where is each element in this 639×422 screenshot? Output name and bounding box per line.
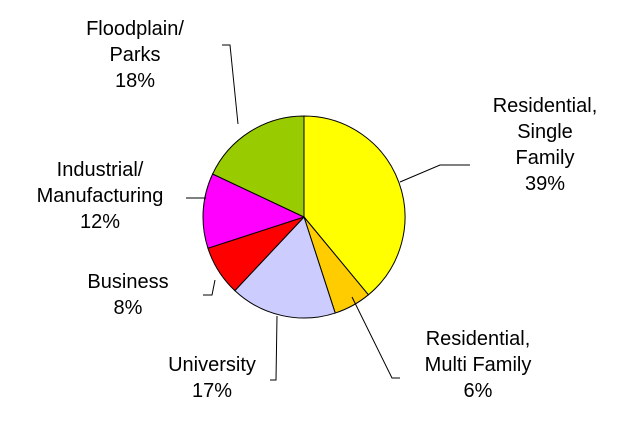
pie-slice [234, 216, 336, 319]
category-label: Industrial/ Manufacturing [36, 159, 164, 207]
pie-slice [202, 173, 306, 249]
value-label: 39% [524, 173, 566, 195]
slices [202, 115, 406, 319]
category-label: Floodplain/ Parks [86, 18, 184, 66]
slice-label: Floodplain/ Parks 18% [86, 16, 184, 94]
slice-label: Business 8% [87, 269, 168, 321]
slice-label: Residential, Multi Family 6% [425, 326, 532, 404]
value-label: 17% [191, 380, 233, 402]
slice-label: University 17% [168, 352, 256, 404]
category-label: Residential, Single Family [492, 95, 598, 169]
value-label: 8% [113, 297, 143, 319]
value-label: 12% [79, 211, 121, 233]
slice-label: Residential, Single Family 39% [493, 93, 598, 197]
value-label: 18% [114, 70, 156, 92]
value-label: 6% [463, 380, 493, 402]
category-label: Residential, Multi Family [424, 328, 532, 376]
leader-line [222, 44, 239, 125]
leader-line [351, 296, 400, 379]
pie-slice [211, 115, 305, 218]
leader-line [270, 315, 278, 381]
category-label: Business [87, 271, 169, 293]
category-label: University [168, 354, 256, 376]
leader-line [399, 164, 470, 183]
pie-slice [303, 115, 406, 296]
leader-line [203, 279, 216, 296]
slice-label: Industrial/ Manufacturing 12% [37, 157, 164, 235]
